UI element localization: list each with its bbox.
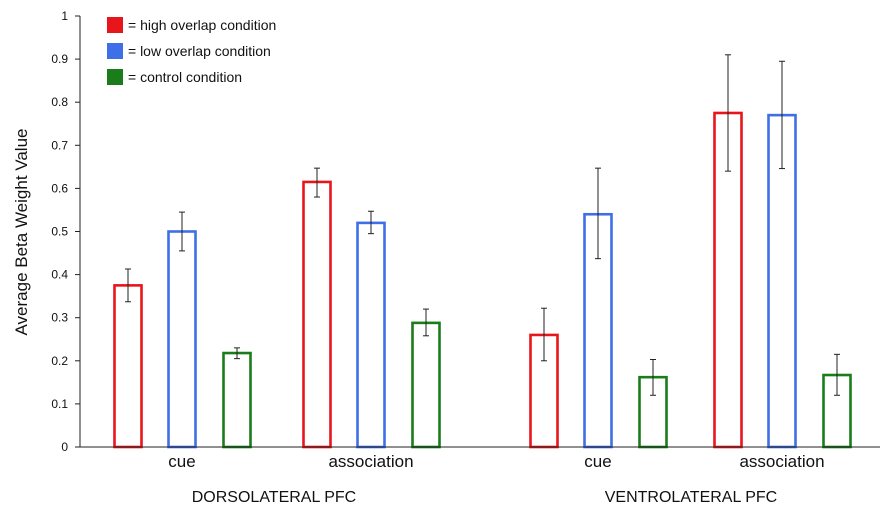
y-tick-label: 0.3 — [51, 311, 68, 325]
legend-swatch — [107, 43, 123, 59]
group-label: DORSOLATERAL PFC — [192, 489, 356, 506]
legend-label: = control condition — [128, 69, 242, 85]
legend-swatch — [107, 17, 123, 33]
category-label: cue — [168, 452, 195, 471]
y-tick-label: 0.4 — [51, 268, 68, 282]
x-axis: cue association cue association DORSOLATERAL… — [80, 446, 880, 506]
legend-label: = low overlap condition — [128, 43, 271, 59]
y-axis-label: Average Beta Weight Value — [12, 129, 31, 336]
y-tick-label: 0.8 — [51, 95, 68, 109]
y-tick-label: 0 — [61, 440, 68, 454]
bar — [411, 321, 441, 449]
y-tick-label: 0.9 — [51, 52, 68, 66]
y-tick-label: 0.2 — [51, 354, 68, 368]
y-axis: 0 0.1 0.2 0.3 0.4 0.5 0.6 0.7 0.8 0.9 1 — [51, 9, 81, 454]
group-label: VENTROLATERAL PFC — [605, 489, 777, 506]
y-tick-label: 0.7 — [51, 138, 68, 152]
category-label: association — [328, 452, 413, 471]
y-tick-label: 0.1 — [51, 397, 68, 411]
bars — [113, 54, 852, 449]
category-label: cue — [584, 452, 611, 471]
y-tick-label: 0.6 — [51, 181, 68, 195]
y-tick-label: 1 — [61, 9, 68, 23]
legend-swatch — [107, 69, 123, 85]
bar — [302, 180, 332, 449]
bar — [222, 351, 252, 449]
category-label: association — [739, 452, 824, 471]
legend-label: = high overlap condition — [128, 17, 276, 33]
bar — [167, 230, 197, 449]
bar — [356, 221, 386, 449]
y-tick-label: 0.5 — [51, 225, 68, 239]
bar — [113, 284, 143, 449]
legend: = high overlap condition = low overlap co… — [107, 17, 276, 85]
